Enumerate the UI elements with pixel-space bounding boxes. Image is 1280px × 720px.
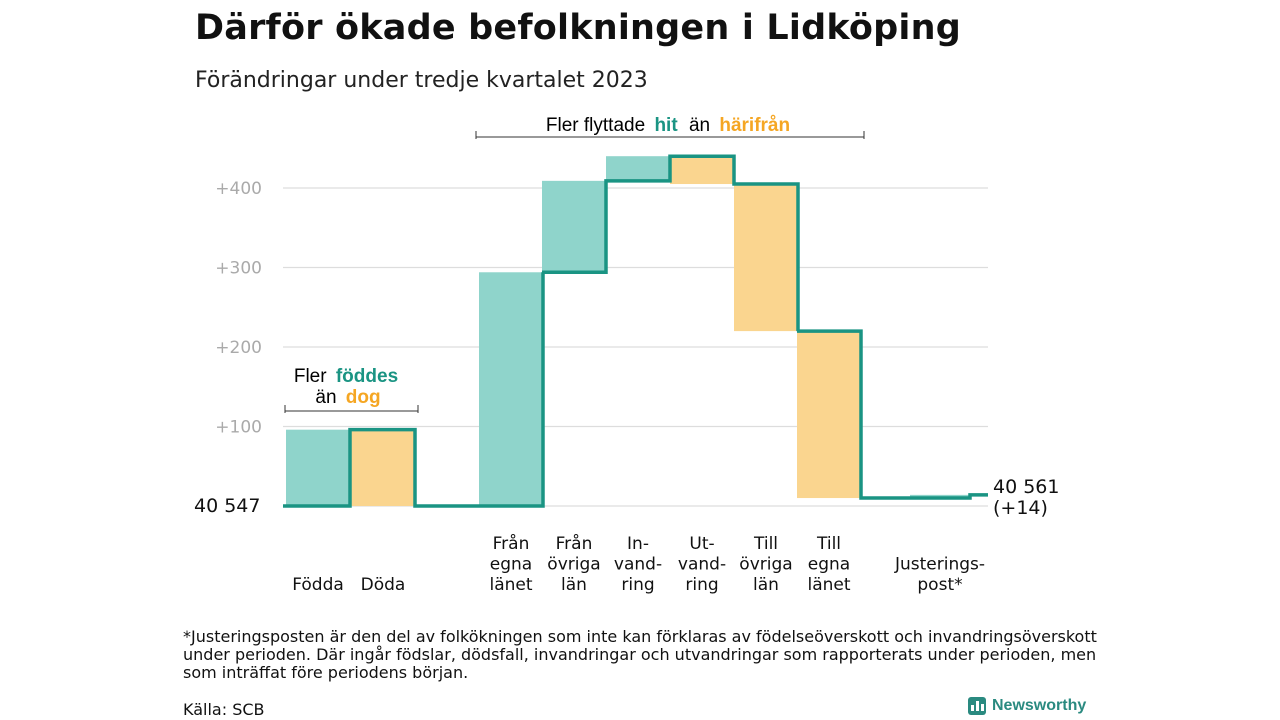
category-label: vand-	[678, 555, 726, 575]
migration-annotation-text: Fler flyttade hit än härifrån	[546, 115, 790, 136]
footnote: *Justeringsposten är den del av folkökni…	[183, 627, 1097, 682]
y-tick-label: +300	[215, 259, 262, 279]
category-label: Döda	[361, 575, 406, 595]
bar-chart-icon	[968, 697, 986, 715]
brand-name: Newsworthy	[992, 697, 1087, 714]
category-label: post*	[917, 575, 962, 595]
category-label: Ut-	[689, 534, 714, 554]
waterfall-bar	[797, 331, 861, 499]
category-label: län	[753, 575, 779, 595]
base-value-label: 40 547	[194, 495, 260, 517]
category-label: Justerings-	[894, 555, 985, 575]
end-change-label: (+14)	[993, 497, 1048, 519]
waterfall-bar	[670, 156, 734, 185]
category-label: ring	[621, 575, 654, 595]
chart-title: Därför ökade befolkningen i Lidköping	[195, 8, 961, 48]
migration-bracket	[475, 131, 865, 139]
migration-annotation: Fler flyttade hit än härifrån	[475, 115, 865, 139]
category-label: egna	[490, 555, 532, 575]
category-label: Födda	[292, 575, 344, 595]
category-label: In-	[627, 534, 649, 554]
migration-annotation-than: än	[689, 115, 710, 136]
category-label: vand-	[614, 555, 662, 575]
births-annotation-prefix: Fler	[294, 366, 327, 387]
y-tick-label: +100	[215, 418, 262, 438]
waterfall-bar	[479, 272, 543, 506]
migration-annotation-prefix: Fler flyttade	[546, 115, 645, 136]
category-label: länet	[807, 575, 850, 595]
category-label: övriga	[547, 555, 600, 575]
category-label: Från	[556, 533, 593, 554]
brand-logo: Newsworthy	[968, 697, 1086, 715]
births-annotation-than: än	[315, 387, 336, 408]
category-label: Till	[753, 534, 778, 554]
migration-annotation-hit: hit	[654, 115, 678, 136]
y-tick-label: +400	[215, 179, 262, 199]
end-value-label: 40 561	[993, 476, 1059, 498]
category-label: länet	[489, 575, 532, 595]
waterfall-bar	[351, 429, 415, 506]
births-annotation-born: föddes	[336, 366, 398, 387]
births-bracket	[284, 405, 419, 413]
y-tick-label: +200	[215, 338, 262, 358]
category-label: egna	[808, 555, 850, 575]
births-annotation-line2: än dog	[315, 387, 380, 408]
waterfall-bar	[542, 180, 606, 273]
category-label: Till	[816, 534, 841, 554]
step-line	[283, 154, 988, 508]
births-annotation: Fler föddes än dog	[284, 366, 419, 413]
waterfall-bar	[286, 429, 350, 506]
births-annotation-line1: Fler föddes	[294, 366, 398, 387]
category-label: övriga	[739, 555, 792, 575]
source: Källa: SCB	[183, 700, 265, 719]
category-label: ring	[685, 575, 718, 595]
migration-annotation-away: härifrån	[719, 115, 790, 136]
waterfall-chart: +100+200+300+400 Födda DödaFrånegnalänetF…	[194, 115, 1059, 595]
category-label: län	[561, 575, 587, 595]
waterfall-bar	[606, 156, 670, 181]
waterfall-bar	[734, 184, 798, 332]
births-annotation-died: dog	[346, 387, 381, 408]
chart-subtitle: Förändringar under tredje kvartalet 2023	[195, 68, 648, 93]
category-label: Från	[493, 533, 530, 554]
